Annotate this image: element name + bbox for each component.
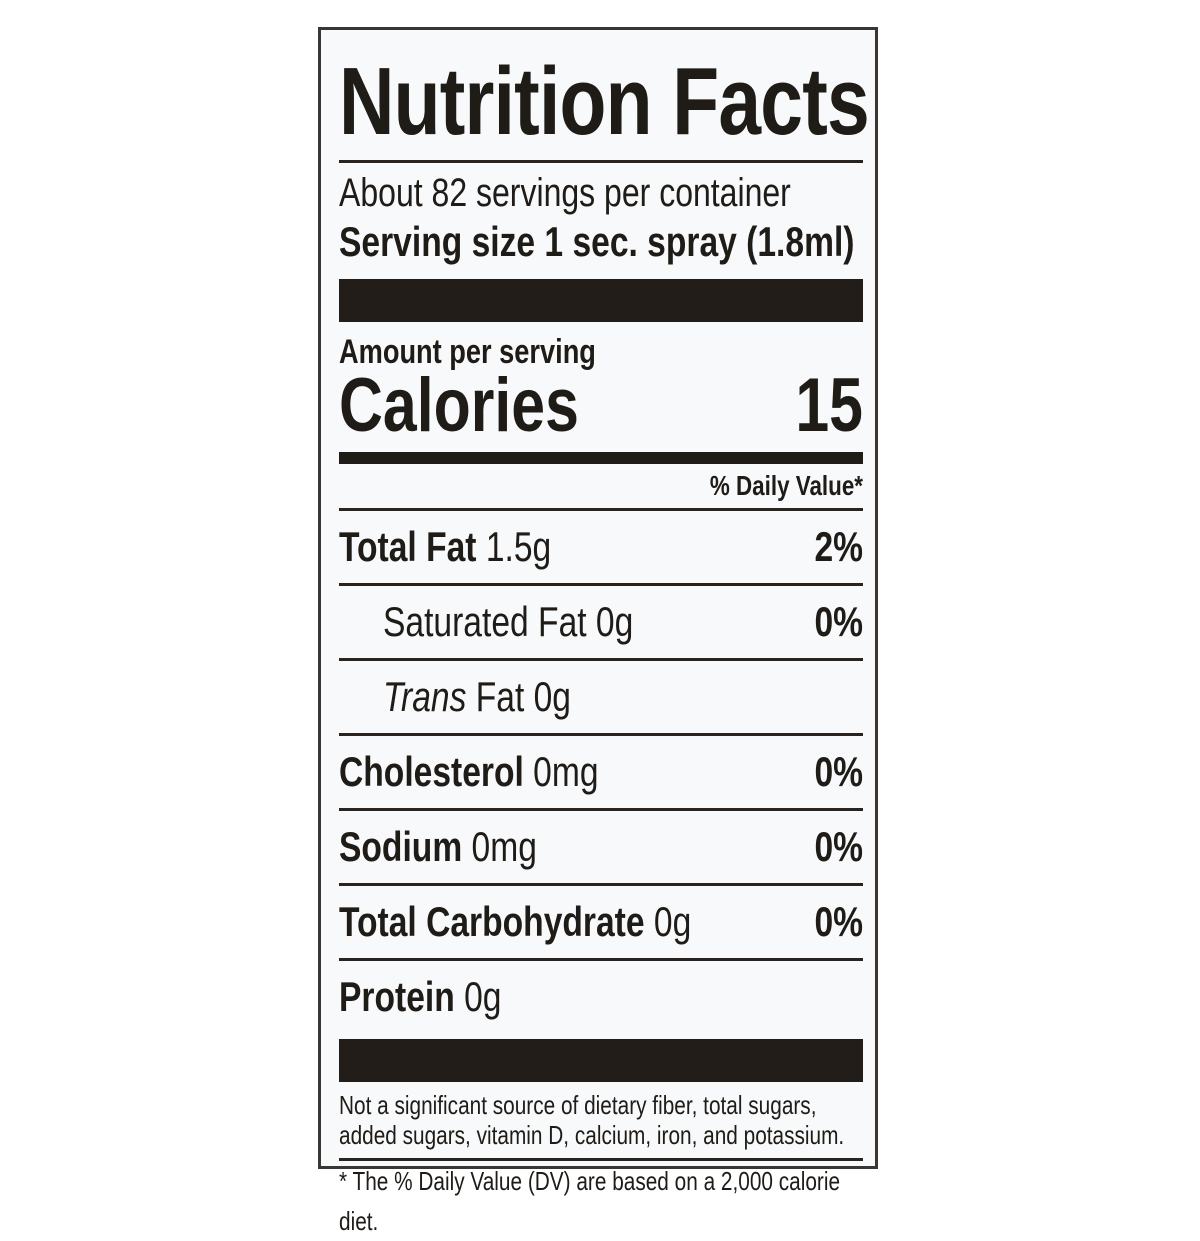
- nutrient-name: Trans: [383, 673, 467, 720]
- divider: [339, 883, 863, 886]
- calories-value: 15: [795, 363, 863, 448]
- nutrient-name: Saturated Fat: [383, 598, 587, 645]
- divider: [339, 808, 863, 811]
- nutrient-row-saturated-fat: Saturated Fat 0g 0%: [339, 586, 863, 658]
- servings-per-container: About 82 servings per container: [339, 171, 791, 215]
- divider: [339, 1158, 863, 1161]
- nutrient-amount: 0g: [533, 673, 571, 720]
- nutrient-dv: 0%: [814, 748, 863, 795]
- nutrient-amount: 0mg: [533, 748, 599, 795]
- nutrient-row-sodium: Sodium 0mg 0%: [339, 811, 863, 883]
- nutrient-name: Sodium: [339, 823, 463, 870]
- nutrient-name-suffix: Fat: [475, 673, 525, 720]
- serving-size: Serving size 1 sec. spray (1.8ml): [339, 218, 855, 265]
- divider: [339, 658, 863, 661]
- nutrient-dv: 0%: [814, 598, 863, 645]
- nutrient-row-protein: Protein 0g: [339, 961, 863, 1033]
- nutrient-amount: 0g: [464, 973, 502, 1020]
- nutrient-amount: 0g: [595, 598, 634, 645]
- medium-divider: [339, 452, 863, 464]
- nutrient-name: Total Carbohydrate: [339, 898, 645, 945]
- nutrient-dv: 2%: [814, 523, 863, 570]
- nutrient-dv: 0%: [814, 823, 863, 870]
- divider: [339, 583, 863, 586]
- calories-label: Calories: [339, 363, 579, 448]
- nutrient-name: Protein: [339, 973, 455, 1020]
- nutrient-name: Cholesterol: [339, 748, 524, 795]
- footnote-daily-value: * The % Daily Value (DV) are based on a …: [339, 1166, 841, 1236]
- nutrient-amount: 1.5g: [485, 523, 552, 570]
- nutrition-facts-label: Nutrition Facts About 82 servings per co…: [318, 27, 878, 1236]
- divider: [339, 508, 863, 511]
- nutrient-amount: 0mg: [471, 823, 537, 870]
- amount-per-serving: Amount per serving: [339, 333, 596, 371]
- calories-row: Calories 15: [339, 363, 863, 448]
- nutrient-row-total-carbohydrate: Total Carbohydrate 0g 0%: [339, 886, 863, 958]
- nutrient-row-total-fat: Total Fat 1.5g 2%: [339, 511, 863, 583]
- thick-divider: [339, 1039, 863, 1082]
- footnote-significance: Not a significant source of dietary fibe…: [339, 1090, 845, 1150]
- nutrient-row-trans-fat: Trans Fat 0g: [339, 661, 863, 733]
- divider: [339, 733, 863, 736]
- label-title: Nutrition Facts: [339, 48, 870, 155]
- nutrient-row-cholesterol: Cholesterol 0mg 0%: [339, 736, 863, 808]
- thick-divider: [339, 279, 863, 322]
- nutrient-amount: 0g: [653, 898, 692, 945]
- nutrient-name: Total Fat: [339, 523, 477, 570]
- daily-value-header: % Daily Value*: [709, 470, 863, 501]
- divider: [339, 958, 863, 961]
- divider: [339, 160, 863, 163]
- nutrient-dv: 0%: [814, 898, 863, 945]
